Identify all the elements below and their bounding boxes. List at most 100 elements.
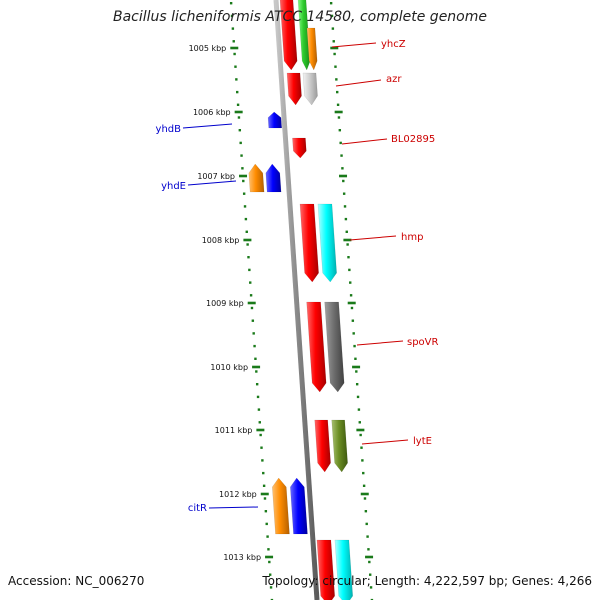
gene-arrow-hmp-ortholog — [317, 203, 337, 283]
scale-tick-label: 1009 kbp — [206, 299, 244, 308]
gene-arrow-yhcZ-ortholog — [297, 0, 311, 71]
right-track-dot — [343, 205, 347, 208]
left-track-dot — [240, 154, 243, 157]
gene-arrow-next — [316, 539, 335, 600]
right-track-dot — [347, 256, 350, 259]
right-track-dot — [344, 217, 348, 221]
right-track-dot — [368, 560, 371, 564]
right-track-dot — [363, 497, 367, 500]
right-track-dot — [337, 116, 341, 119]
left-track-dot — [239, 141, 242, 145]
right-track-dot — [360, 446, 363, 449]
gene-label-lytE[interactable]: lytE — [413, 436, 432, 447]
left-track-dot — [242, 179, 245, 183]
gene-arrow-citR — [290, 477, 308, 535]
gene-label-citR[interactable]: citR — [188, 503, 207, 514]
right-track-dot — [345, 230, 348, 233]
gene-leader-line — [335, 79, 382, 87]
right-track-dot — [355, 383, 359, 386]
left-track-dot — [236, 103, 240, 106]
scale-tick-label: 1013 kbp — [223, 553, 261, 562]
right-track-dot — [359, 433, 362, 437]
scale-tick-mark — [256, 428, 265, 432]
right-track-dot — [342, 192, 346, 195]
right-track-dot — [340, 154, 343, 157]
scale-tick-mark — [365, 555, 374, 559]
left-track-dot — [249, 281, 252, 284]
right-track-dot — [368, 573, 372, 576]
scale-ticks: 1005 kbp 1006 kbp 1007 kbp 1008 kbp 1009 kbp… — [189, 44, 374, 562]
topology-text: Topology: circular; Length: 4,222,597 bp… — [262, 574, 592, 588]
right-track-dot — [362, 471, 365, 475]
left-track-dot — [259, 433, 262, 437]
tick-tracks — [229, 2, 374, 600]
right-track-dot — [357, 408, 361, 411]
gene-leader-line — [331, 42, 377, 48]
gene-arrow-yhcZ — [279, 0, 298, 71]
scale-tick-label: 1008 kbp — [202, 236, 240, 245]
right-track-dot — [342, 179, 345, 183]
gene-arrow-yhdE-ortholog — [248, 163, 265, 193]
right-track-dot — [361, 459, 364, 462]
scale-tick-mark — [260, 492, 269, 496]
left-track-dot — [235, 78, 238, 81]
gene-label-yhdE[interactable]: yhdE — [161, 181, 186, 192]
left-track-dot — [249, 294, 253, 297]
scale-tick-mark — [356, 428, 365, 432]
accession-text: Accession: NC_006270 — [8, 574, 145, 588]
left-track-dot — [262, 484, 266, 487]
gene-arrow-spoVR — [306, 301, 327, 393]
right-track-dot — [331, 27, 335, 30]
gene-label-yhdB[interactable]: yhdB — [156, 124, 182, 135]
scale-tick-mark — [330, 46, 339, 50]
right-track-dot — [365, 522, 368, 526]
right-track-dot — [330, 14, 334, 18]
scale-tick-label: 1012 kbp — [219, 490, 257, 499]
right-track-dot — [350, 306, 354, 310]
right-track-dot — [346, 243, 349, 246]
gene-arrow-azr-ortholog — [302, 72, 318, 106]
right-track-dot — [339, 141, 342, 145]
gene-label-yhcZ[interactable]: yhcZ — [381, 39, 406, 50]
right-track-dot — [332, 40, 335, 43]
left-track-dot — [248, 268, 251, 272]
gene-arrow-BL02895 — [292, 137, 307, 159]
scale-tick-mark — [239, 174, 248, 178]
left-track-dot — [262, 471, 265, 475]
gene-arrow-lytE — [314, 419, 331, 473]
left-track-dot — [266, 535, 269, 538]
left-track-dot — [270, 598, 274, 600]
left-track-dot — [243, 205, 247, 208]
gene-features — [248, 0, 353, 600]
right-track-dot — [341, 167, 344, 170]
scale-tick-mark — [243, 238, 252, 242]
scale-tick-label: 1006 kbp — [193, 108, 231, 117]
gene-label-spoVR[interactable]: spoVR — [407, 337, 439, 348]
right-track-dot — [358, 421, 361, 424]
genome-title: Bacillus licheniformis ATCC 14580, compl… — [113, 9, 487, 25]
gene-label-hmp[interactable]: hmp — [401, 232, 423, 243]
gene-arrow-hmp — [299, 203, 319, 283]
gene-label-BL02895[interactable]: BL02895 — [391, 134, 435, 145]
gene-leader-line — [208, 506, 259, 509]
scale-tick-mark — [360, 492, 369, 496]
gene-label-azr[interactable]: azr — [386, 74, 402, 85]
left-track-dot — [251, 319, 255, 322]
left-track-dot — [238, 129, 242, 132]
scale-tick-label: 1005 kbp — [189, 44, 227, 53]
scale-tick-label: 1010 kbp — [210, 363, 248, 372]
right-track-dot — [336, 90, 339, 94]
left-track-dot — [253, 344, 256, 348]
left-track-dot — [269, 586, 273, 589]
right-track-dot — [349, 281, 352, 284]
left-track-dot — [234, 65, 237, 68]
left-track-dot — [261, 459, 264, 462]
right-track-dot — [366, 535, 369, 538]
left-track-dot — [242, 192, 246, 195]
right-track-dot — [349, 294, 353, 297]
scale-tick-mark — [252, 365, 261, 369]
scale-tick-mark — [234, 110, 243, 114]
left-track-dot — [255, 370, 258, 373]
gene-arrow-lytE-ortholog — [331, 419, 348, 473]
right-track-dot — [333, 52, 336, 56]
